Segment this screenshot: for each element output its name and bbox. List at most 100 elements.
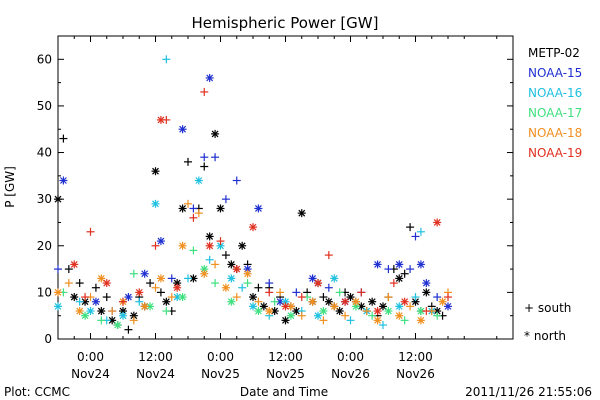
- data-points: [54, 55, 452, 334]
- data-point-noaa-16: [119, 311, 127, 320]
- data-point-noaa-16: [411, 293, 420, 302]
- data-point-metp-02: [335, 307, 344, 316]
- data-point-noaa-15: [59, 176, 68, 185]
- data-point-noaa-17: [400, 316, 409, 325]
- data-point-noaa-15: [254, 204, 263, 213]
- data-point-noaa-16: [75, 297, 84, 306]
- data-point-noaa-16: [238, 283, 247, 292]
- data-point-noaa-17: [286, 311, 295, 320]
- data-point-noaa-18: [200, 269, 209, 278]
- data-point-metp-02: [70, 293, 79, 302]
- data-point-noaa-15: [373, 260, 382, 269]
- data-point-noaa-19: [162, 115, 171, 124]
- data-point-noaa-18: [211, 260, 220, 269]
- data-point-noaa-17: [319, 307, 328, 316]
- data-point-noaa-17: [243, 279, 252, 288]
- data-point-metp-02: [395, 274, 404, 283]
- data-point-noaa-19: [314, 279, 322, 288]
- data-point-noaa-16: [227, 274, 236, 283]
- data-point-metp-02: [205, 232, 214, 241]
- data-point-noaa-19: [422, 307, 431, 316]
- data-point-metp-02: [297, 209, 306, 218]
- data-point-noaa-17: [227, 297, 236, 306]
- data-point-noaa-18: [351, 297, 360, 306]
- y-tick-label: 20: [37, 239, 52, 253]
- data-point-noaa-18: [178, 241, 187, 250]
- data-point-noaa-15: [156, 237, 165, 246]
- x-tick-date-label: Nov24: [136, 367, 175, 381]
- data-point-noaa-15: [200, 153, 209, 162]
- data-point-noaa-19: [265, 288, 274, 297]
- data-point-noaa-15: [54, 265, 62, 274]
- data-point-noaa-17: [113, 321, 122, 330]
- data-point-noaa-18: [330, 302, 339, 311]
- data-point-metp-02: [254, 283, 263, 292]
- data-point-metp-02: [75, 279, 84, 288]
- data-point-metp-02: [281, 316, 290, 325]
- data-point-noaa-19: [151, 241, 160, 250]
- data-point-noaa-16: [151, 199, 160, 208]
- data-point-noaa-15: [189, 204, 198, 213]
- data-point-noaa-17: [270, 297, 279, 306]
- legend-item: NOAA-18: [528, 126, 582, 140]
- data-point-metp-02: [406, 223, 415, 232]
- data-point-metp-02: [91, 283, 100, 292]
- x-axis: 0:00 Nov24 12:00 Nov24 0:00 Nov25 12:00 Nov25 0:…: [57, 36, 514, 381]
- data-point-noaa-17: [97, 316, 106, 325]
- data-point-metp-02: [162, 297, 171, 306]
- data-point-metp-02: [146, 279, 155, 288]
- data-point-noaa-18: [416, 316, 425, 325]
- data-point-metp-02: [319, 293, 328, 302]
- data-point-noaa-16: [194, 176, 203, 185]
- data-point-noaa-19: [324, 251, 333, 260]
- data-point-noaa-16: [86, 307, 95, 316]
- data-point-metp-02: [211, 129, 220, 138]
- data-point-noaa-18: [254, 297, 263, 306]
- data-point-noaa-19: [205, 241, 214, 250]
- data-point-noaa-18: [221, 283, 230, 292]
- data-point-noaa-18: [129, 316, 138, 325]
- timestamp: 2011/11/26 21:55:06: [465, 385, 592, 399]
- data-point-noaa-19: [400, 297, 409, 306]
- y-tick-label: 60: [37, 52, 52, 66]
- data-point-noaa-16: [54, 302, 62, 311]
- legend-item: NOAA-16: [528, 86, 582, 100]
- y-tick-label: 10: [37, 285, 52, 299]
- data-point-noaa-19: [102, 279, 111, 288]
- data-point-noaa-18: [362, 307, 371, 316]
- data-point-metp-02: [184, 157, 192, 166]
- data-point-noaa-19: [297, 293, 306, 302]
- data-point-noaa-16: [216, 241, 225, 250]
- data-point-metp-02: [200, 162, 209, 171]
- data-point-noaa-19: [232, 265, 241, 274]
- data-point-noaa-17: [254, 307, 263, 316]
- data-point-noaa-16: [162, 55, 171, 64]
- data-point-noaa-17: [129, 269, 138, 278]
- data-point-metp-02: [227, 260, 236, 269]
- data-point-noaa-18: [64, 279, 73, 288]
- data-point-noaa-15: [178, 125, 187, 134]
- x-tick-date-label: Nov26: [331, 367, 370, 381]
- data-point-noaa-15: [292, 288, 301, 297]
- data-point-noaa-19: [341, 297, 350, 306]
- x-tick-time-label: 12:00: [398, 350, 433, 364]
- data-point-noaa-18: [151, 283, 160, 292]
- data-point-metp-02: [346, 293, 355, 302]
- x-tick-date-label: Nov24: [71, 367, 110, 381]
- data-point-metp-02: [238, 241, 247, 250]
- data-point-metp-02: [64, 265, 73, 274]
- data-point-noaa-18: [341, 311, 350, 320]
- data-point-noaa-15: [444, 302, 452, 311]
- data-point-noaa-15: [91, 297, 100, 306]
- x-tick-date-label: Nov25: [201, 367, 240, 381]
- data-point-noaa-17: [211, 279, 220, 288]
- marker-legend-item: * north: [524, 329, 566, 343]
- data-point-noaa-15: [416, 260, 425, 269]
- data-point-metp-02: [97, 307, 106, 316]
- data-point-noaa-16: [416, 227, 425, 236]
- data-point-noaa-17: [162, 307, 171, 316]
- data-point-metp-02: [422, 288, 431, 297]
- plot-area: 0 10 20 30 40 50 60 0:00 Nov24 12:00 Nov24 0:00 Nov…: [37, 35, 514, 381]
- data-point-noaa-15: [211, 153, 220, 162]
- data-point-noaa-19: [357, 288, 366, 297]
